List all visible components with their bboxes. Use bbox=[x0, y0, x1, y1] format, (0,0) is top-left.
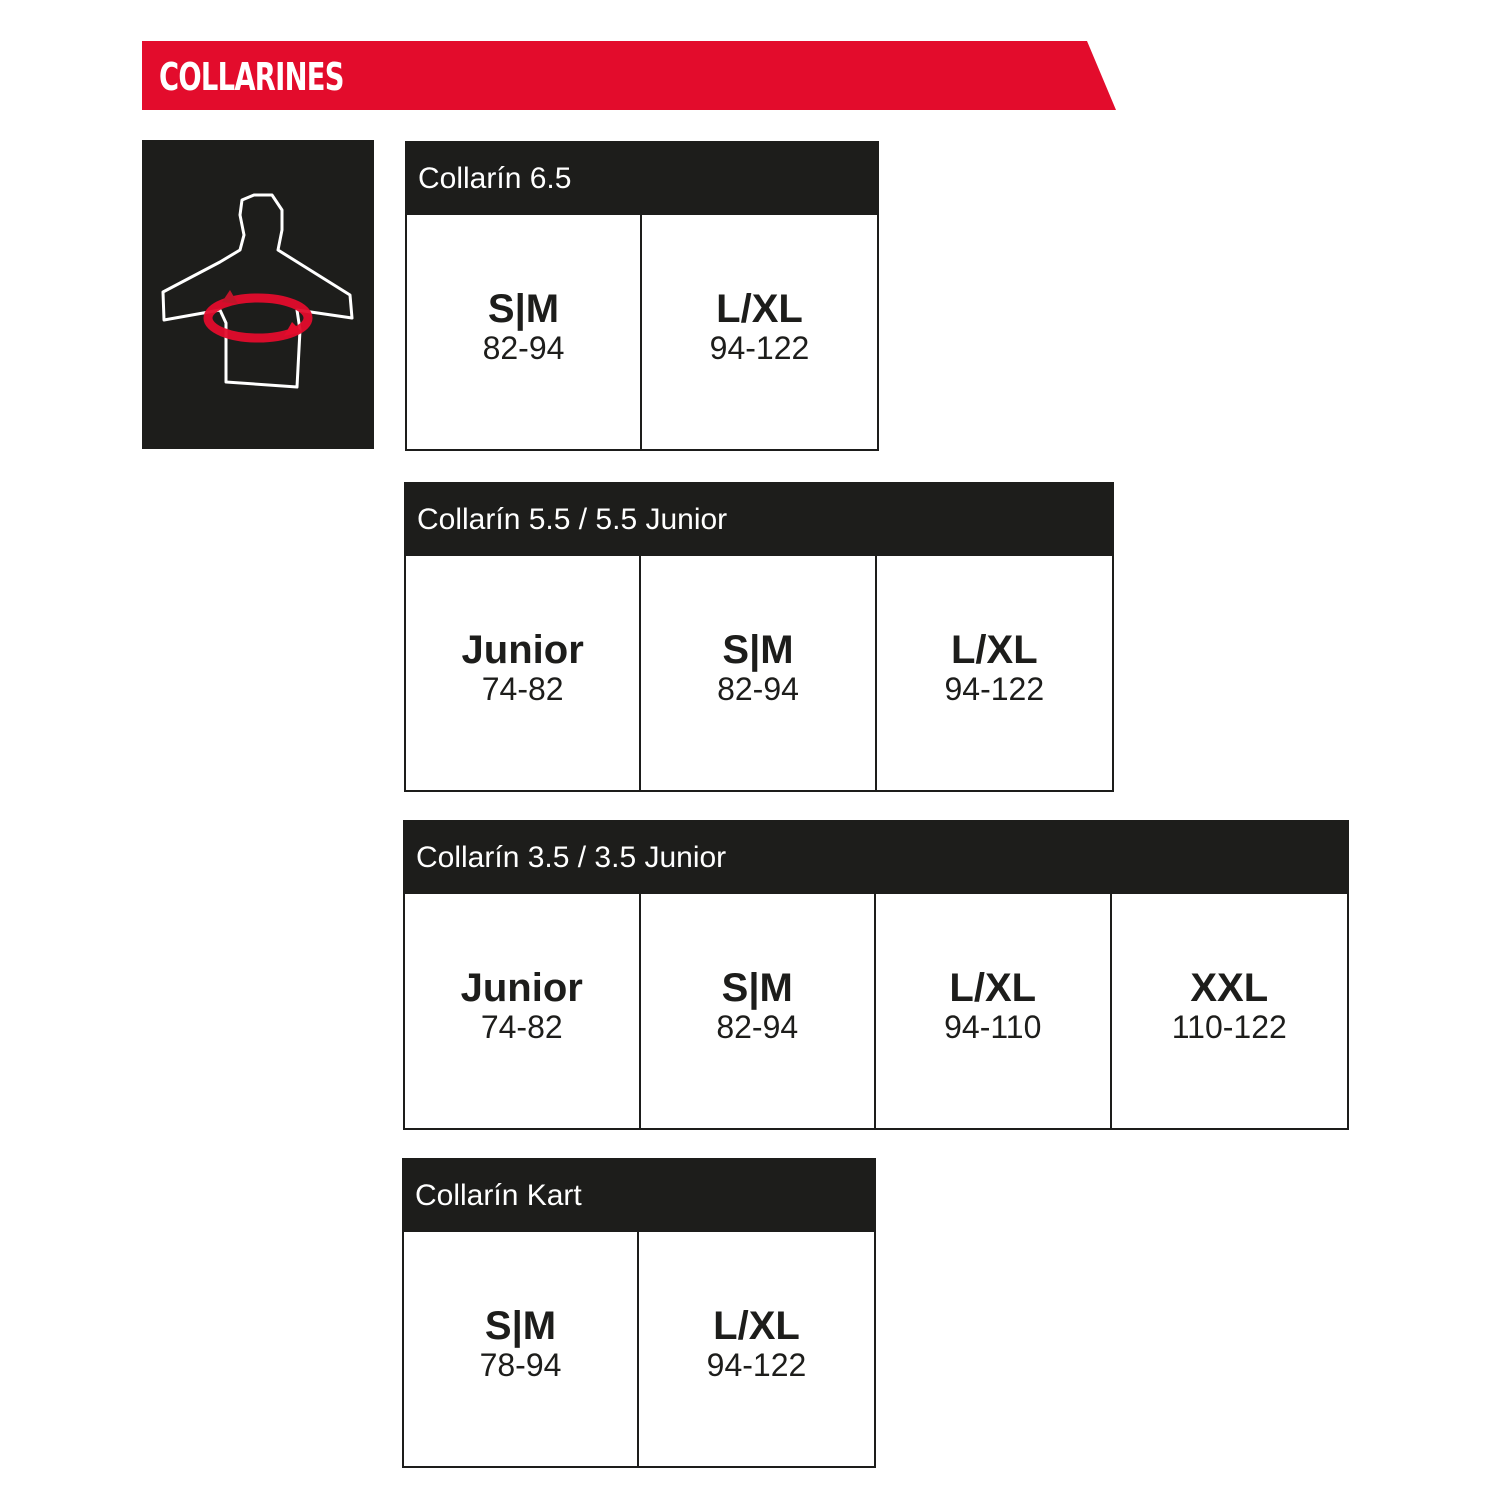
size-label: L/XL bbox=[713, 1304, 800, 1348]
size-cell: Junior 74-82 bbox=[405, 894, 641, 1128]
size-range: 82-94 bbox=[716, 1009, 799, 1045]
size-cell: S|M 82-94 bbox=[641, 894, 876, 1128]
size-row: S|M 78-94 L/XL 94-122 bbox=[404, 1232, 874, 1466]
size-table: Collarín 3.5 / 3.5 Junior Junior 74-82 S|M 8… bbox=[403, 820, 1349, 1130]
size-range: 74-82 bbox=[481, 671, 564, 707]
size-range: 78-94 bbox=[479, 1347, 562, 1383]
size-table: Collarín Kart S|M 78-94 L/XL 94-122 bbox=[402, 1158, 876, 1468]
size-row: Junior 74-82 S|M 82-94 L/XL 94-122 bbox=[406, 556, 1112, 790]
size-cell: L/XL 94-122 bbox=[639, 1232, 874, 1466]
size-cell: S|M 82-94 bbox=[641, 556, 877, 790]
size-table: Collarín 6.5 S|M 82-94 L/XL 94-122 bbox=[405, 141, 879, 451]
size-label: L/XL bbox=[950, 628, 1038, 672]
section-banner: COLLARINES bbox=[142, 41, 1116, 110]
size-cell: XXL 110-122 bbox=[1112, 894, 1348, 1128]
size-label: S|M bbox=[487, 287, 560, 331]
size-cell: Junior 74-82 bbox=[406, 556, 642, 790]
size-range: 94-122 bbox=[944, 671, 1045, 707]
size-row: S|M 82-94 L/XL 94-122 bbox=[407, 215, 877, 449]
size-label: S|M bbox=[484, 1304, 557, 1348]
size-cell: S|M 78-94 bbox=[404, 1232, 639, 1466]
size-row: Junior 74-82 S|M 82-94 L/XL 94-110 XXL 110-122 bbox=[405, 894, 1347, 1128]
table-title: Collarín Kart bbox=[404, 1160, 874, 1232]
size-cell: L/XL 94-122 bbox=[877, 556, 1112, 790]
size-label: S|M bbox=[721, 966, 793, 1010]
size-label: S|M bbox=[722, 628, 794, 672]
size-table: Collarín 5.5 / 5.5 Junior Junior 74-82 S|M 8… bbox=[404, 482, 1114, 792]
measurement-guide: cm bbox=[142, 140, 374, 574]
section-title: COLLARINES bbox=[159, 55, 344, 99]
table-title: Collarín 3.5 / 3.5 Junior bbox=[405, 822, 1347, 894]
size-range: 74-82 bbox=[480, 1009, 563, 1045]
size-cell: S|M 82-94 bbox=[407, 215, 642, 449]
size-label: L/XL bbox=[716, 287, 803, 331]
table-title: Collarín 6.5 bbox=[407, 143, 877, 215]
size-label: Junior bbox=[461, 628, 584, 672]
size-label: Junior bbox=[460, 966, 583, 1010]
unit-label: cm bbox=[240, 544, 276, 574]
size-cell: L/XL 94-110 bbox=[876, 894, 1112, 1128]
size-range: 94-122 bbox=[706, 1347, 807, 1383]
torso-chest-measure-icon bbox=[161, 193, 354, 389]
table-title: Collarín 5.5 / 5.5 Junior bbox=[406, 484, 1112, 556]
size-range: 82-94 bbox=[717, 671, 799, 707]
size-range: 110-122 bbox=[1171, 1009, 1287, 1045]
size-label: L/XL bbox=[949, 966, 1037, 1010]
size-cell: L/XL 94-122 bbox=[642, 215, 877, 449]
size-range: 94-122 bbox=[709, 330, 810, 366]
size-label: XXL bbox=[1190, 966, 1269, 1010]
size-range: 82-94 bbox=[482, 330, 565, 366]
size-range: 94-110 bbox=[944, 1009, 1042, 1045]
